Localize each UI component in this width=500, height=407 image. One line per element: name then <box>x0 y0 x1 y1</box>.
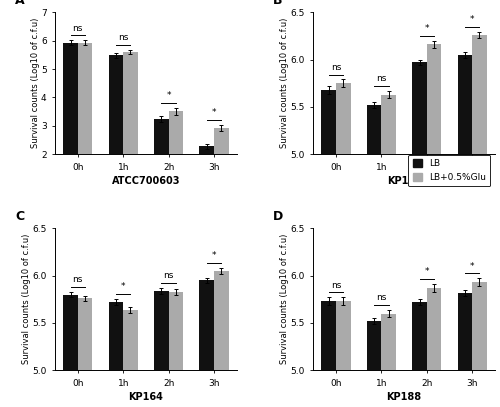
Text: ns: ns <box>376 74 386 83</box>
Y-axis label: Survival counts (Log10 of c.f.u): Survival counts (Log10 of c.f.u) <box>22 234 31 365</box>
X-axis label: ATCC700603: ATCC700603 <box>112 176 180 186</box>
X-axis label: KP188: KP188 <box>386 392 422 402</box>
Text: *: * <box>470 15 474 24</box>
Bar <box>64 295 78 407</box>
Bar <box>472 35 486 407</box>
Bar <box>78 43 92 211</box>
Bar <box>427 288 442 407</box>
Bar <box>64 43 78 211</box>
X-axis label: KP164: KP164 <box>128 392 164 402</box>
Bar <box>367 321 382 407</box>
Text: *: * <box>121 282 126 291</box>
Bar <box>154 119 168 211</box>
Text: ns: ns <box>118 33 128 42</box>
Y-axis label: Survival counts (Log10 of c.f.u): Survival counts (Log10 of c.f.u) <box>280 234 289 365</box>
Bar <box>472 282 486 407</box>
Bar <box>200 147 214 211</box>
Bar <box>214 128 228 211</box>
Bar <box>412 302 427 407</box>
Text: *: * <box>212 251 216 260</box>
Text: A: A <box>15 0 24 7</box>
Bar <box>214 271 228 407</box>
Bar <box>123 310 138 407</box>
Bar <box>367 105 382 407</box>
Bar <box>108 302 123 407</box>
Bar <box>322 301 336 407</box>
Bar <box>200 280 214 407</box>
Text: *: * <box>212 108 216 117</box>
Text: *: * <box>424 267 429 276</box>
Bar <box>78 298 92 407</box>
Text: ns: ns <box>72 24 83 33</box>
Bar <box>336 83 350 407</box>
Text: ns: ns <box>164 271 174 280</box>
Text: *: * <box>470 262 474 271</box>
Bar <box>382 313 396 407</box>
Bar <box>168 292 183 407</box>
Text: ns: ns <box>331 63 341 72</box>
Text: ns: ns <box>72 275 83 284</box>
X-axis label: KP133: KP133 <box>386 176 422 186</box>
Bar <box>412 62 427 407</box>
Bar <box>154 291 168 407</box>
Bar <box>427 44 442 407</box>
Y-axis label: Survival counts (Log10 of c.f.u): Survival counts (Log10 of c.f.u) <box>280 18 289 149</box>
Text: B: B <box>273 0 282 7</box>
Text: C: C <box>15 210 24 223</box>
Text: ns: ns <box>376 293 386 302</box>
Text: *: * <box>166 91 171 100</box>
Bar <box>108 55 123 211</box>
Bar <box>336 301 350 407</box>
Bar <box>458 293 472 407</box>
Bar <box>382 95 396 407</box>
Bar <box>123 52 138 211</box>
Bar <box>168 111 183 211</box>
Bar <box>322 90 336 407</box>
Text: D: D <box>273 210 283 223</box>
Y-axis label: Survival counts (Log10 of c.f.u): Survival counts (Log10 of c.f.u) <box>30 18 40 149</box>
Text: ns: ns <box>331 280 341 290</box>
Text: *: * <box>424 24 429 33</box>
Bar <box>458 55 472 407</box>
Legend: LB, LB+0.5%Glu: LB, LB+0.5%Glu <box>408 155 490 186</box>
